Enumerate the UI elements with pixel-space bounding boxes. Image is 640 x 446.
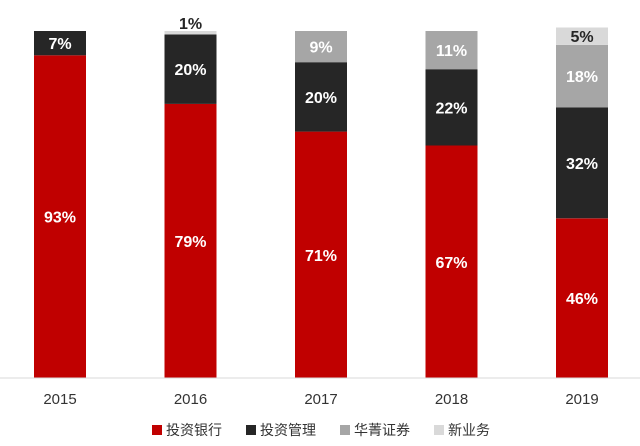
bars-group [34, 27, 608, 379]
data-label-2016-0: 79% [174, 234, 206, 251]
bar-segment-2017-1 [295, 62, 347, 132]
x-tick-label-2018: 2018 [435, 391, 468, 408]
bar-segment-2016-0 [164, 103, 217, 379]
legend-label-3: 新业务 [448, 423, 490, 439]
data-label-2019-0: 46% [566, 291, 598, 308]
legend-swatch-2 [340, 425, 350, 435]
legend-swatch-0 [152, 425, 162, 435]
data-label-2016-1: 20% [174, 62, 206, 79]
legend-label-2: 华菁证券 [354, 423, 410, 439]
legend-label-1: 投资管理 [260, 423, 316, 439]
data-label-2015-0: 93% [44, 210, 76, 227]
data-label-2016-3: 1% [179, 16, 202, 33]
bar-segment-2019-0 [556, 218, 608, 378]
bar-segment-2016-1 [164, 34, 217, 104]
data-label-2019-3: 5% [570, 29, 593, 46]
data-label-2018-0: 67% [435, 255, 467, 272]
bar-segment-2017-2 [295, 31, 347, 63]
bar-segment-2019-3 [556, 27, 608, 45]
bar-segment-2016-3 [164, 31, 217, 35]
bar-segment-2019-1 [556, 107, 608, 219]
data-label-2017-0: 71% [305, 248, 337, 265]
bar-segment-2019-2 [556, 44, 608, 108]
bar-segment-2015-0 [34, 55, 86, 379]
bar-segment-2015-1 [34, 31, 86, 56]
legend: 投资银行 投资管理 华菁证券 新业务 [152, 423, 490, 439]
data-label-2015-1: 7% [48, 36, 71, 53]
x-tick-label-2019: 2019 [565, 391, 598, 408]
bar-segment-2018-0 [425, 145, 478, 378]
bar-segment-2017-0 [295, 131, 347, 378]
data-label-2018-1: 22% [435, 100, 467, 117]
x-tick-label-2016: 2016 [174, 391, 207, 408]
bar-segment-2018-1 [425, 69, 478, 146]
x-tick-label-2015: 2015 [43, 391, 76, 408]
bar-segment-2018-2 [425, 31, 478, 70]
segment-labels-group: 93% 7% 79% 20% 1% 71% 20% 9% 67% 22% 11% 46% 32% 18% 5… [44, 16, 598, 308]
data-label-2019-2: 18% [566, 69, 598, 86]
data-label-2017-1: 20% [305, 90, 337, 107]
legend-label-0: 投资银行 [166, 423, 222, 439]
legend-swatch-3 [434, 425, 444, 435]
data-label-2017-2: 9% [309, 40, 332, 57]
x-tick-label-2017: 2017 [304, 391, 337, 408]
data-label-2019-1: 32% [566, 156, 598, 173]
data-label-2018-2: 11% [436, 43, 467, 60]
legend-swatch-1 [246, 425, 256, 435]
x-tick-labels-group: 2015 2016 2017 2018 2019 [43, 391, 598, 408]
